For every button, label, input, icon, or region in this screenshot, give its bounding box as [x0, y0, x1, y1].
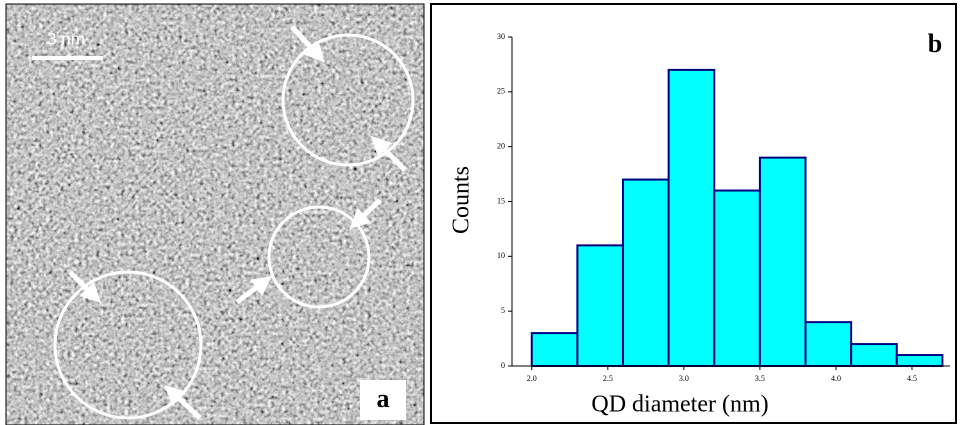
arrow — [68, 270, 102, 304]
x-tick-label: 2.0 — [527, 374, 537, 383]
bar — [758, 156, 807, 367]
y-tick-label: 25 — [497, 87, 505, 96]
x-tick-label: 2.5 — [603, 374, 613, 383]
bar — [530, 332, 579, 368]
panel-label: b — [928, 29, 942, 58]
x-tick-label: 3.5 — [755, 374, 765, 383]
circle — [267, 205, 371, 309]
particle-markers — [53, 25, 415, 420]
panel-b: b QD diameter (nm) Counts 0 5 10 15 20 25 30 2.… — [430, 3, 957, 424]
arrow — [164, 385, 202, 420]
y-tick-label: 20 — [497, 141, 505, 150]
circle — [53, 270, 203, 420]
arrow — [235, 276, 273, 305]
scale-bar-label: 3 nm — [47, 29, 85, 48]
y-axis-label: Counts — [449, 166, 475, 234]
y-tick-label: 30 — [497, 32, 505, 41]
x-tick-label: 4.5 — [907, 374, 917, 383]
bar — [713, 189, 761, 367]
arrow — [370, 135, 407, 172]
x-axis-label: QD diameter (nm) — [591, 392, 768, 418]
x-tick-label: 4.0 — [831, 374, 841, 383]
bar — [850, 343, 898, 368]
y-tick-label: 5 — [501, 306, 505, 315]
arrow — [349, 198, 382, 229]
y-tick-label: 0 — [501, 361, 505, 370]
panel-label: a — [377, 384, 390, 413]
frame — [5, 3, 425, 425]
label-box — [360, 380, 406, 420]
x-tick-label: 3.0 — [679, 374, 689, 383]
bar — [667, 68, 716, 368]
bar — [895, 354, 944, 367]
bar — [622, 178, 670, 367]
arrow — [290, 25, 325, 63]
bar — [804, 321, 853, 367]
panel-a: 3 nm a — [5, 3, 425, 425]
y-tick-label: 10 — [497, 251, 505, 260]
circle — [281, 33, 415, 167]
y-tick-label: 15 — [497, 196, 505, 205]
bar — [576, 244, 625, 367]
